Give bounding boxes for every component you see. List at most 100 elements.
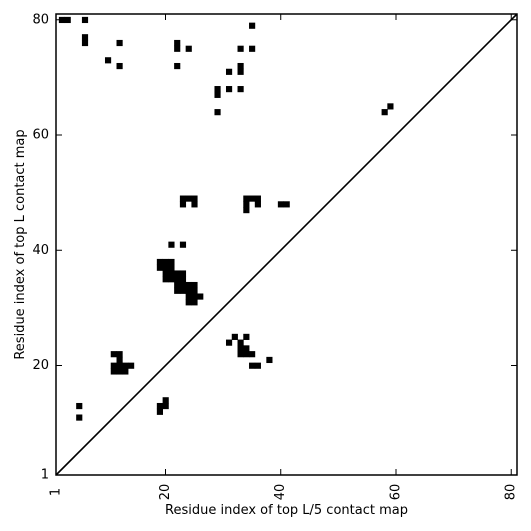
contact-cell [104,57,112,64]
contact-cell [243,207,250,214]
contact-cell [214,91,221,98]
contact-cell [162,258,169,266]
contact-cell [179,270,187,277]
contact-cell [249,362,256,369]
contact-cell [168,258,175,266]
contact-cell [81,16,89,24]
contact-cell [162,402,169,410]
contact-cell [185,293,192,300]
contact-cell [254,362,261,369]
contact-cell [162,397,169,404]
contact-cell [214,109,221,116]
axis-ticks: 1 20 40 60 80 1 20 40 60 80 [32,12,518,500]
contact-cell [191,281,198,289]
contact-cell [225,86,233,93]
y-tick-label: 1 [41,468,49,483]
contact-cell [162,276,169,283]
contact-cell [249,45,256,52]
contact-cell [237,45,244,52]
contact-cell [128,362,135,369]
y-tick-label: 60 [32,128,49,143]
contact-cell [122,362,129,369]
contact-cell [156,408,163,415]
contact-cell [249,351,256,358]
contact-cell [162,264,169,271]
contact-cell [174,287,181,294]
contact-cell [243,195,250,202]
contact-cell [179,195,187,202]
contact-cell [179,241,187,248]
contact-cell [110,362,117,369]
contact-cell [191,293,198,300]
contact-cell [156,264,163,271]
contact-cell [174,281,181,289]
contact-cell [243,201,250,208]
contact-cell [277,201,285,208]
contact-cell [243,351,250,358]
contact-cell [64,16,71,24]
contact-cell [179,276,187,283]
contact-cell [283,201,290,208]
contact-cell [156,402,163,410]
contact-cell [381,109,388,116]
contact-cell [156,258,163,266]
y-tick-label: 80 [32,12,49,27]
y-axis-label: Residue index of top L contact map [13,129,28,359]
contact-cell [191,287,198,294]
contact-cell [185,287,192,294]
contact-cell [179,201,187,208]
contact-cell [116,362,123,369]
contact-cell [116,39,123,47]
contact-cell [185,45,192,52]
contact-cell [225,68,233,75]
contact-cell [110,351,117,358]
contact-cell [168,264,175,271]
contact-cell [225,339,233,346]
contact-cell [254,201,261,208]
contact-cell [254,195,261,202]
contact-cell [191,201,198,208]
contact-cell [249,22,256,29]
contact-cell [185,281,192,289]
contact-cell [185,195,192,202]
contact-cell [266,356,273,364]
contact-cell [174,276,181,283]
contact-cell [191,299,198,306]
contact-cell [237,68,244,75]
y-tick-label: 20 [32,358,49,373]
contact-cell [110,368,117,375]
contact-cell [76,414,83,421]
contact-cell [174,62,181,70]
contact-cell [174,39,181,47]
contact-cell [387,103,394,110]
contact-cell [214,86,221,93]
contact-cell [231,333,238,340]
contact-cell [237,62,244,70]
contact-cell [237,345,244,352]
contact-cell [122,368,129,375]
contact-cell [81,39,89,47]
x-tick-label: 60 [388,484,403,501]
contact-cell [116,356,123,364]
y-tick-label: 40 [32,243,49,258]
contact-cell [237,86,244,93]
x-tick-label: 40 [273,484,288,501]
contact-cell [174,45,181,52]
contact-cells [58,16,394,421]
contact-cell [243,333,250,340]
x-tick-label: 1 [49,488,64,496]
contact-cell [237,339,244,346]
contact-cell [249,195,256,202]
contact-cell [116,351,123,358]
contact-cell [179,281,187,289]
contact-cell [116,62,123,70]
contact-cell [76,402,83,410]
contact-cell [185,299,192,306]
contact-cell [162,270,169,277]
contact-cell [168,276,175,283]
x-tick-label: 20 [158,484,173,501]
contact-cell [191,195,198,202]
contact-cell [116,368,123,375]
